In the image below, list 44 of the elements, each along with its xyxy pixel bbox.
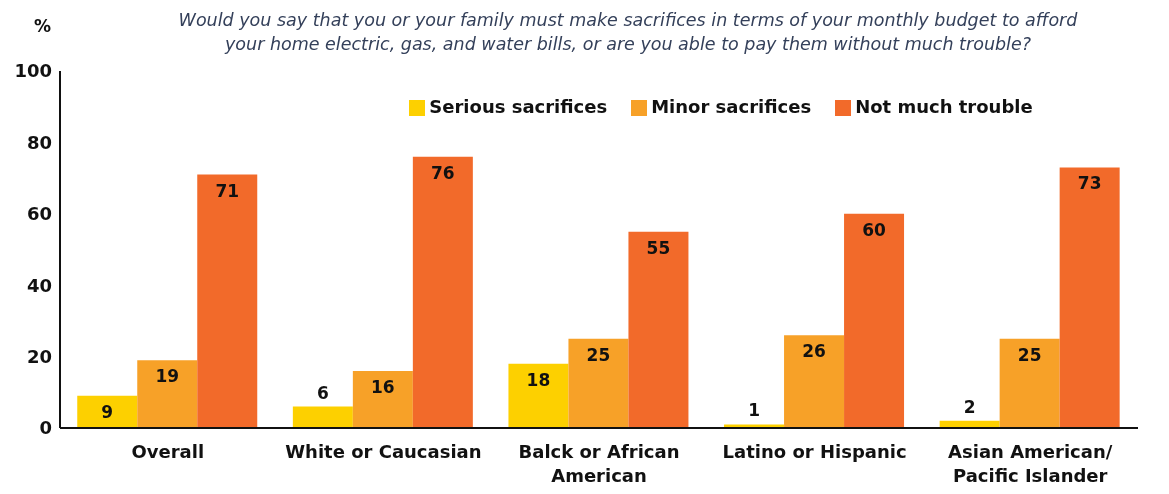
bar xyxy=(844,213,905,428)
bar xyxy=(412,156,473,428)
data-label: 76 xyxy=(431,162,455,183)
y-tick-label: 60 xyxy=(26,203,52,225)
data-label: 26 xyxy=(802,341,826,362)
data-label: 73 xyxy=(1077,173,1102,194)
y-tick-label: 20 xyxy=(26,345,52,367)
x-tick-label: White or Caucasian xyxy=(285,441,482,462)
bar xyxy=(352,370,413,428)
chart-title: Would you say that you or your family must make sacrifices in terms of your monthly budget to afford your home electric, gas, and water bills, or are you able to pay them without much trouble? xyxy=(178,9,1078,56)
data-label: 6 xyxy=(316,382,329,403)
legend-label: Not much trouble xyxy=(855,96,1033,117)
y-tick-label: 40 xyxy=(26,274,52,296)
bar xyxy=(999,338,1060,428)
x-tick-label: Balck or African American xyxy=(518,441,680,486)
bar xyxy=(568,338,629,428)
bar xyxy=(628,231,689,428)
bar xyxy=(77,395,138,428)
x-tick-label: Asian American/ Pacific Islander xyxy=(948,441,1113,486)
data-label: 55 xyxy=(646,237,671,258)
legend-label: Serious sacrifices xyxy=(429,96,608,117)
data-label: 60 xyxy=(862,219,887,240)
bar xyxy=(784,335,845,428)
y-axis-title: % xyxy=(34,16,52,36)
data-label: 19 xyxy=(155,366,180,387)
data-label: 9 xyxy=(101,401,114,422)
bar xyxy=(137,360,198,428)
y-tick-label: 100 xyxy=(14,60,52,82)
data-label: 2 xyxy=(963,396,976,417)
y-tick-label: 0 xyxy=(39,417,52,439)
x-tick-label: Latino or Hispanic xyxy=(722,441,907,462)
bar xyxy=(292,406,353,428)
data-label: 16 xyxy=(371,376,395,397)
data-label: 25 xyxy=(586,344,611,365)
bar xyxy=(197,174,258,428)
bar xyxy=(1059,167,1120,428)
y-tick-label: 80 xyxy=(26,131,52,153)
legend-label: Minor sacrifices xyxy=(651,96,812,117)
data-label: 71 xyxy=(215,180,240,201)
data-label: 25 xyxy=(1017,344,1042,365)
data-label: 18 xyxy=(526,369,551,390)
x-tick-label: Overall xyxy=(131,441,205,462)
bar xyxy=(508,363,569,428)
data-label: 1 xyxy=(748,400,760,421)
